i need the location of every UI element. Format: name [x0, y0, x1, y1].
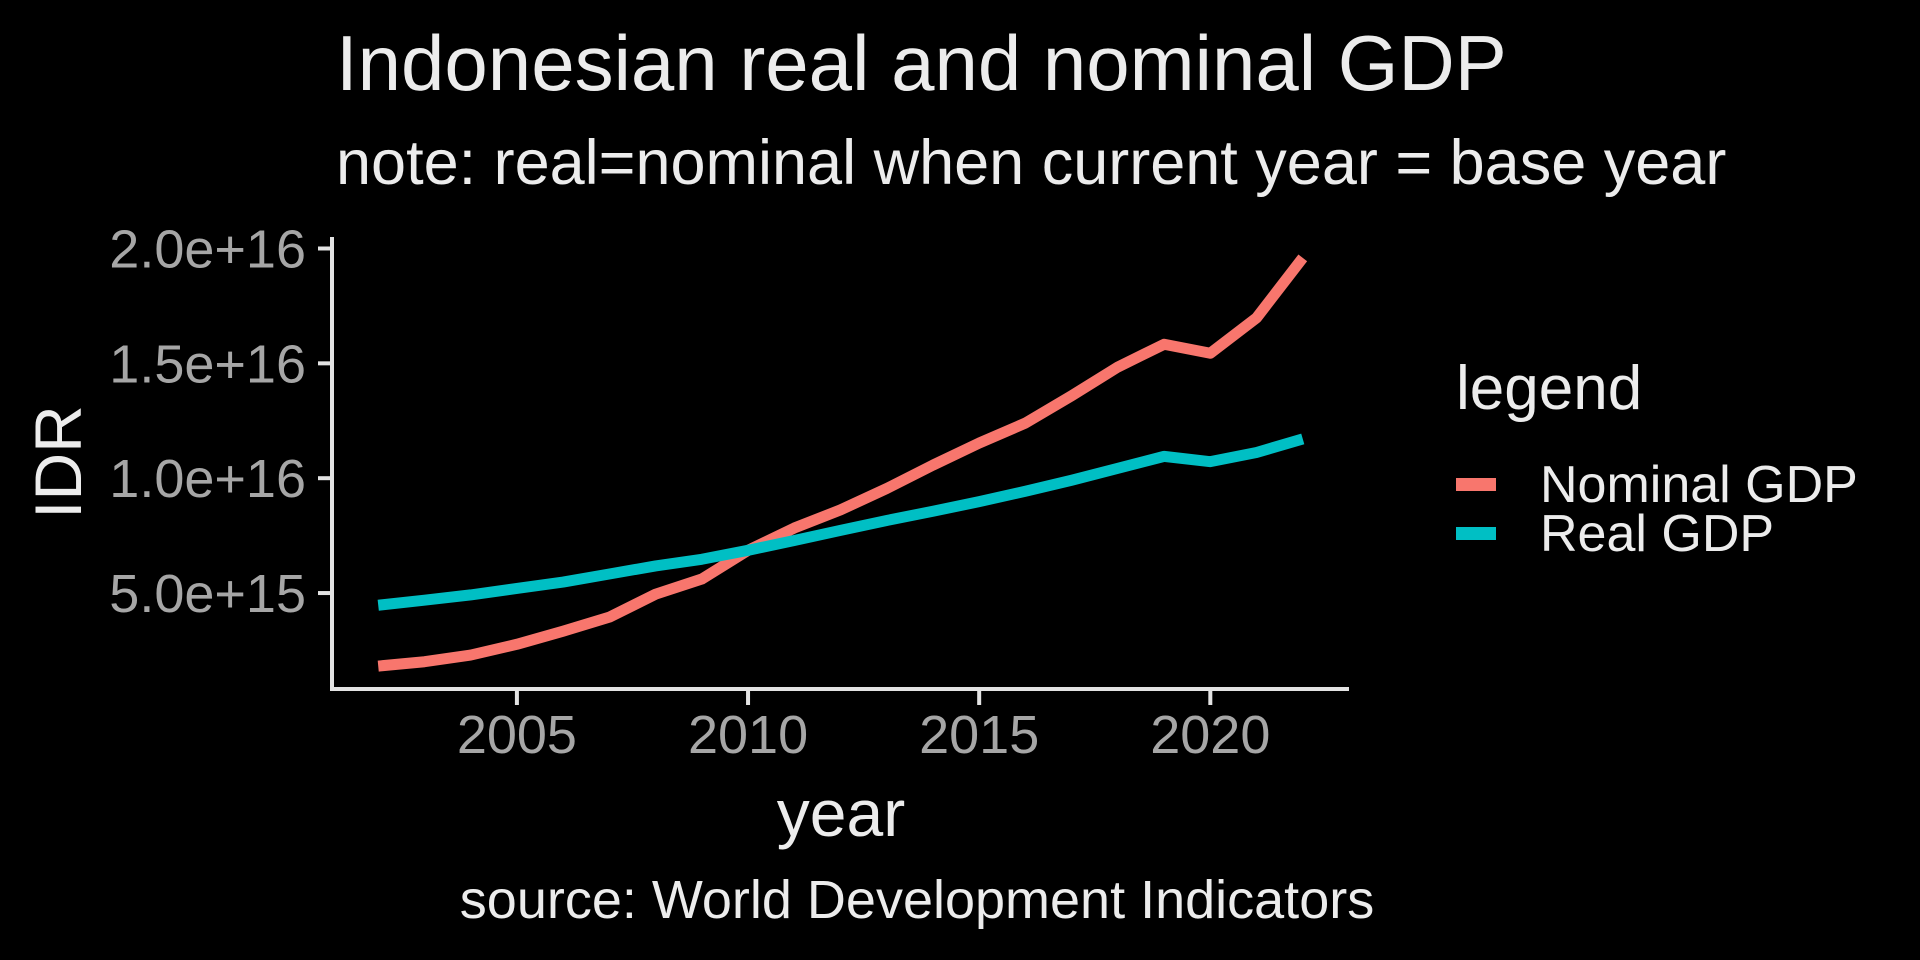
chart-title: Indonesian real and nominal GDP — [336, 19, 1507, 107]
real-gdp-line-swatch — [1456, 527, 1496, 540]
legend: legend Nominal GDP Real GDP — [1456, 354, 1858, 563]
chart-caption: source: World Development Indicators — [459, 870, 1375, 930]
legend-item-real-gdp: Real GDP — [1456, 504, 1858, 563]
legend-label-nominal-gdp: Nominal GDP — [1540, 455, 1858, 514]
x-tick-label: 2010 — [688, 705, 808, 765]
chart-subtitle: note: real=nominal when current year = b… — [336, 128, 1727, 198]
y-tick-label: 5.0e+15 — [109, 564, 306, 624]
nominal-gdp-line-swatch — [1456, 478, 1496, 491]
y-tick-label: 2.0e+16 — [109, 219, 306, 279]
x-axis-title: year — [776, 776, 906, 850]
legend-item-nominal-gdp: Nominal GDP — [1456, 455, 1858, 514]
y-tick-label: 1.0e+16 — [109, 449, 306, 509]
legend-rows: Nominal GDP Real GDP — [1456, 455, 1858, 563]
x-tick-label: 2015 — [919, 705, 1039, 765]
y-tick-label: 1.5e+16 — [109, 334, 306, 394]
x-tick-label: 2020 — [1150, 705, 1270, 765]
x-tick-label: 2005 — [457, 705, 577, 765]
nominal-gdp-line — [377, 254, 1308, 672]
legend-label-real-gdp: Real GDP — [1540, 504, 1775, 563]
real-gdp-line — [377, 433, 1305, 611]
legend-title: legend — [1456, 354, 1643, 423]
